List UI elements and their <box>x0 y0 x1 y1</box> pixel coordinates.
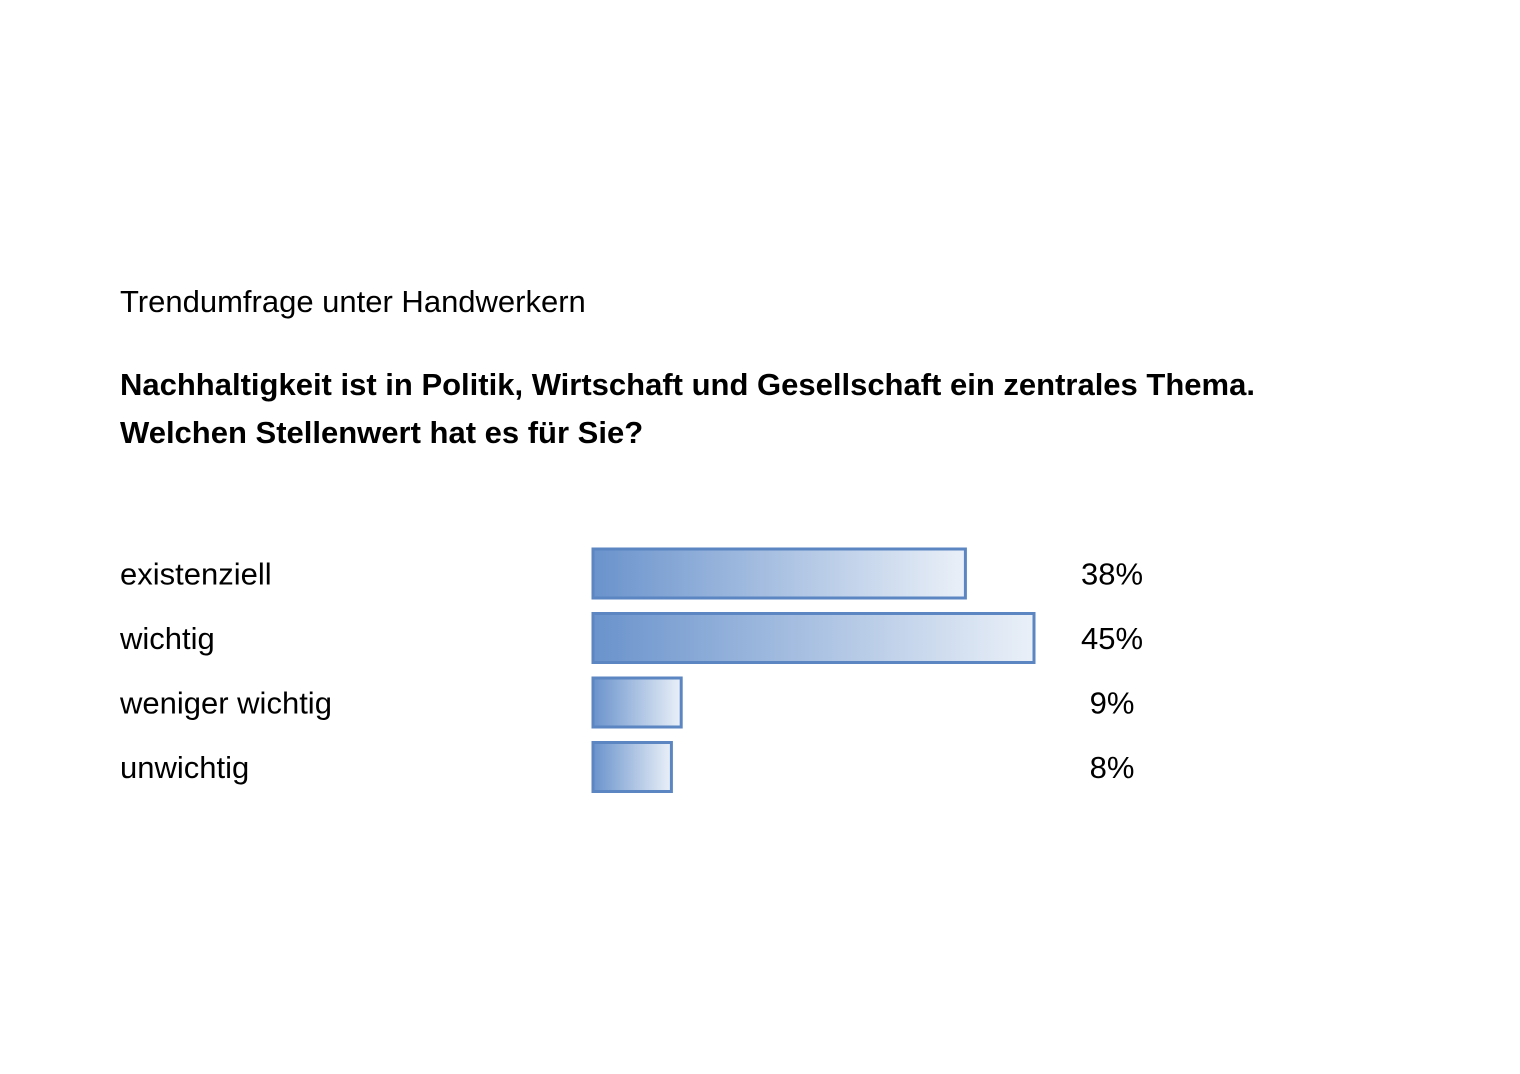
category-label: weniger wichtig <box>119 686 332 721</box>
bar <box>591 741 673 793</box>
category-label: existenziell <box>120 557 272 592</box>
bar-chart: existenziell 38% wichtig 45% weniger wichtig… <box>119 547 1143 793</box>
value-label: 38% <box>1081 557 1143 592</box>
value-label: 8% <box>1090 750 1135 785</box>
question-line-2: Welchen Stellenwert hat es für Sie? <box>120 415 644 450</box>
category-label: wichtig <box>119 621 215 656</box>
survey-subtitle: Trendumfrage unter Handwerkern <box>120 284 586 319</box>
value-label: 9% <box>1090 686 1135 721</box>
category-label: unwichtig <box>120 750 249 785</box>
bar <box>591 612 1036 664</box>
bar <box>591 676 683 729</box>
bar <box>591 547 967 600</box>
value-label: 45% <box>1081 621 1143 656</box>
question-line-1: Nachhaltigkeit ist in Politik, Wirtschaf… <box>120 367 1255 402</box>
survey-question: Nachhaltigkeit ist in Politik, Wirtschaf… <box>120 361 1255 457</box>
